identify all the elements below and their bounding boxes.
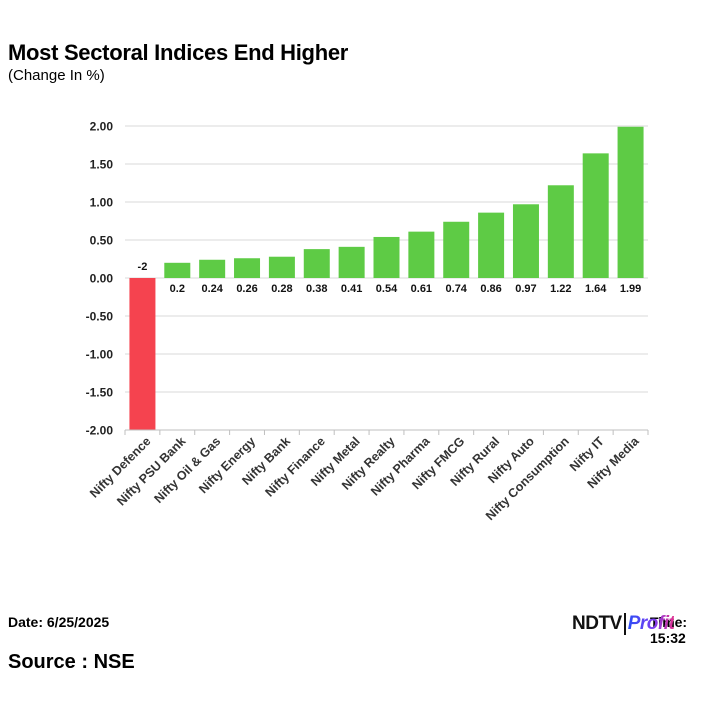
y-tick-label: -0.50 <box>86 310 114 324</box>
bar <box>443 221 470 278</box>
logo-divider <box>623 613 626 635</box>
data-label: -2 <box>138 261 148 273</box>
bar <box>373 236 400 278</box>
footer-source: Source : NSE <box>8 651 135 673</box>
data-label: 1.22 <box>550 283 571 295</box>
logo-ndtv-text: NDTV <box>572 613 622 634</box>
data-label: 1.99 <box>620 283 641 295</box>
y-tick-label: -1.50 <box>86 386 114 400</box>
ndtv-profit-logo: NDTV Profit <box>572 613 675 635</box>
chart-title: Most Sectoral Indices End Higher <box>8 40 349 65</box>
bar <box>234 258 261 278</box>
data-label: 0.2 <box>170 283 185 295</box>
data-label: 0.41 <box>341 283 362 295</box>
y-tick-label: 1.50 <box>90 158 114 172</box>
bar <box>582 153 609 278</box>
y-tick-label: 1.00 <box>90 196 114 210</box>
bar <box>512 204 539 278</box>
bar <box>164 262 191 278</box>
bar <box>199 259 226 278</box>
bar <box>338 246 365 278</box>
bar <box>408 231 435 278</box>
bar <box>617 126 644 278</box>
data-label: 0.24 <box>201 283 223 295</box>
bar <box>129 278 156 430</box>
data-label: 0.26 <box>236 283 257 295</box>
data-label: 0.61 <box>411 283 432 295</box>
bar <box>478 212 505 278</box>
data-label: 0.74 <box>446 283 468 295</box>
y-tick-label: 0.50 <box>90 234 114 248</box>
bar <box>268 256 295 278</box>
footer-date: Date: 6/25/2025 <box>8 614 110 630</box>
data-label: 0.86 <box>480 283 501 295</box>
y-tick-label: -1.00 <box>86 348 114 362</box>
data-label: 0.54 <box>376 283 398 295</box>
bar <box>303 249 330 278</box>
chart-subtitle: (Change In %) <box>8 67 105 84</box>
bar <box>547 185 574 278</box>
category-label: Nifty Defence <box>87 434 153 500</box>
y-tick-label: 2.00 <box>90 120 114 134</box>
data-label: 1.64 <box>585 283 607 295</box>
data-label: 0.97 <box>515 283 536 295</box>
data-label: 0.28 <box>271 283 292 295</box>
logo-profit-text: Profit <box>627 613 675 634</box>
y-tick-label: -2.00 <box>86 424 114 438</box>
y-tick-label: 0.00 <box>90 272 114 286</box>
footer-time: Time: 15:32 <box>650 614 687 646</box>
data-label: 0.38 <box>306 283 327 295</box>
